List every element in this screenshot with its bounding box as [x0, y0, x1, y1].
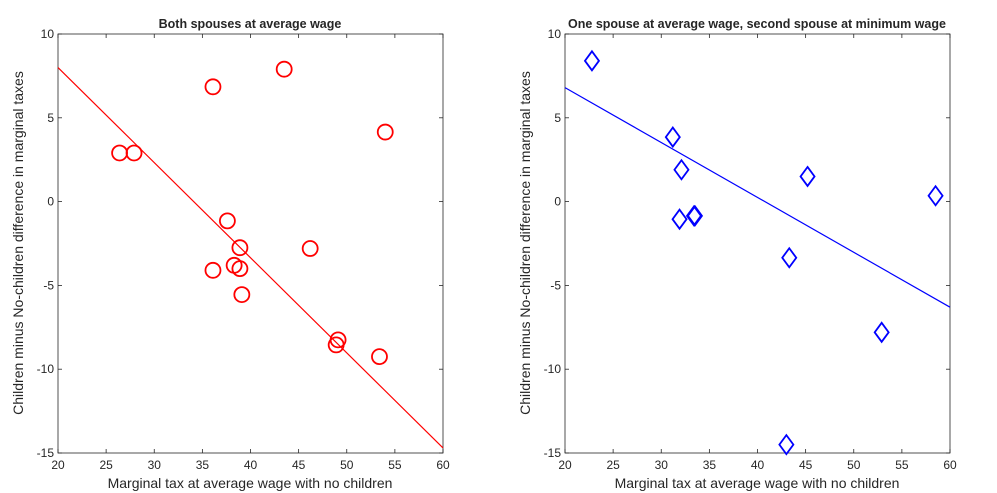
data-point-circle: [231, 239, 249, 257]
x-axis-label: Marginal tax at average wage with no chi…: [108, 475, 393, 491]
data-point-diamond: [873, 321, 890, 344]
fit-line: [564, 87, 951, 308]
x-tick-label: 20: [51, 458, 65, 472]
y-axis-label: Children minus No-children difference in…: [10, 71, 26, 415]
fit-line: [57, 67, 444, 449]
x-tick-label: 60: [943, 458, 957, 472]
data-point-circle: [376, 123, 394, 141]
x-tick-label: 45: [799, 458, 813, 472]
x-tick-label: 50: [340, 458, 354, 472]
y-axis-label: Children minus No-children difference in…: [517, 71, 533, 415]
data-point-circle: [204, 261, 222, 279]
y-tick-label: -5: [550, 278, 561, 292]
y-tick-label: -15: [544, 446, 562, 460]
y-tick-label: 10: [548, 27, 562, 41]
y-tick-label: -10: [37, 362, 55, 376]
y-tick-label: -15: [37, 446, 55, 460]
x-tick-label: 35: [196, 458, 210, 472]
data-point-circle: [111, 144, 128, 162]
y-tick-label: -10: [544, 362, 562, 376]
data-point-diamond: [664, 126, 681, 149]
x-tick-label: 55: [895, 458, 909, 472]
x-tick-label: 40: [751, 458, 765, 472]
data-point-circle: [275, 60, 293, 78]
data-point-diamond: [673, 158, 690, 181]
chart-title: Both spouses at average wage: [159, 17, 342, 31]
x-tick-label: 55: [388, 458, 402, 472]
x-tick-label: 40: [244, 458, 258, 472]
y-tick-label: 5: [47, 111, 54, 125]
chart-title: One spouse at average wage, second spous…: [568, 17, 946, 31]
data-point-circle: [231, 260, 249, 278]
x-tick-label: 20: [558, 458, 572, 472]
x-tick-label: 60: [436, 458, 450, 472]
data-point-diamond: [927, 184, 944, 207]
data-point-diamond: [686, 204, 704, 227]
x-axis-label: Marginal tax at average wage with no chi…: [615, 475, 900, 491]
y-tick-label: 5: [554, 111, 561, 125]
y-tick-label: 0: [554, 195, 561, 209]
data-point-circle: [233, 286, 251, 304]
data-point-circle: [204, 78, 222, 96]
data-point-diamond: [781, 246, 798, 269]
x-tick-label: 35: [703, 458, 717, 472]
data-point-diamond: [583, 49, 601, 72]
data-point-diamond: [778, 433, 795, 456]
x-tick-label: 25: [606, 458, 620, 472]
data-point-diamond: [685, 204, 703, 227]
data-point-circle: [327, 336, 345, 354]
data-point-circle: [125, 144, 143, 162]
x-tick-label: 50: [847, 458, 861, 472]
x-tick-label: 30: [655, 458, 669, 472]
x-tick-label: 30: [148, 458, 162, 472]
chart-both-average: Both spouses at average wage Marginal ta…: [10, 17, 450, 491]
x-tick-label: 25: [99, 458, 113, 472]
y-tick-label: 10: [41, 27, 55, 41]
data-point-circle: [301, 240, 319, 257]
data-point-circle: [218, 212, 236, 230]
data-point-circle: [371, 348, 388, 366]
y-tick-label: 0: [47, 195, 54, 209]
x-tick-label: 45: [292, 458, 306, 472]
y-tick-label: -5: [43, 278, 54, 292]
chart-average-minimum: One spouse at average wage, second spous…: [517, 17, 957, 491]
axes-box: [564, 33, 951, 454]
data-point-diamond: [671, 208, 688, 231]
data-point-diamond: [799, 165, 816, 188]
